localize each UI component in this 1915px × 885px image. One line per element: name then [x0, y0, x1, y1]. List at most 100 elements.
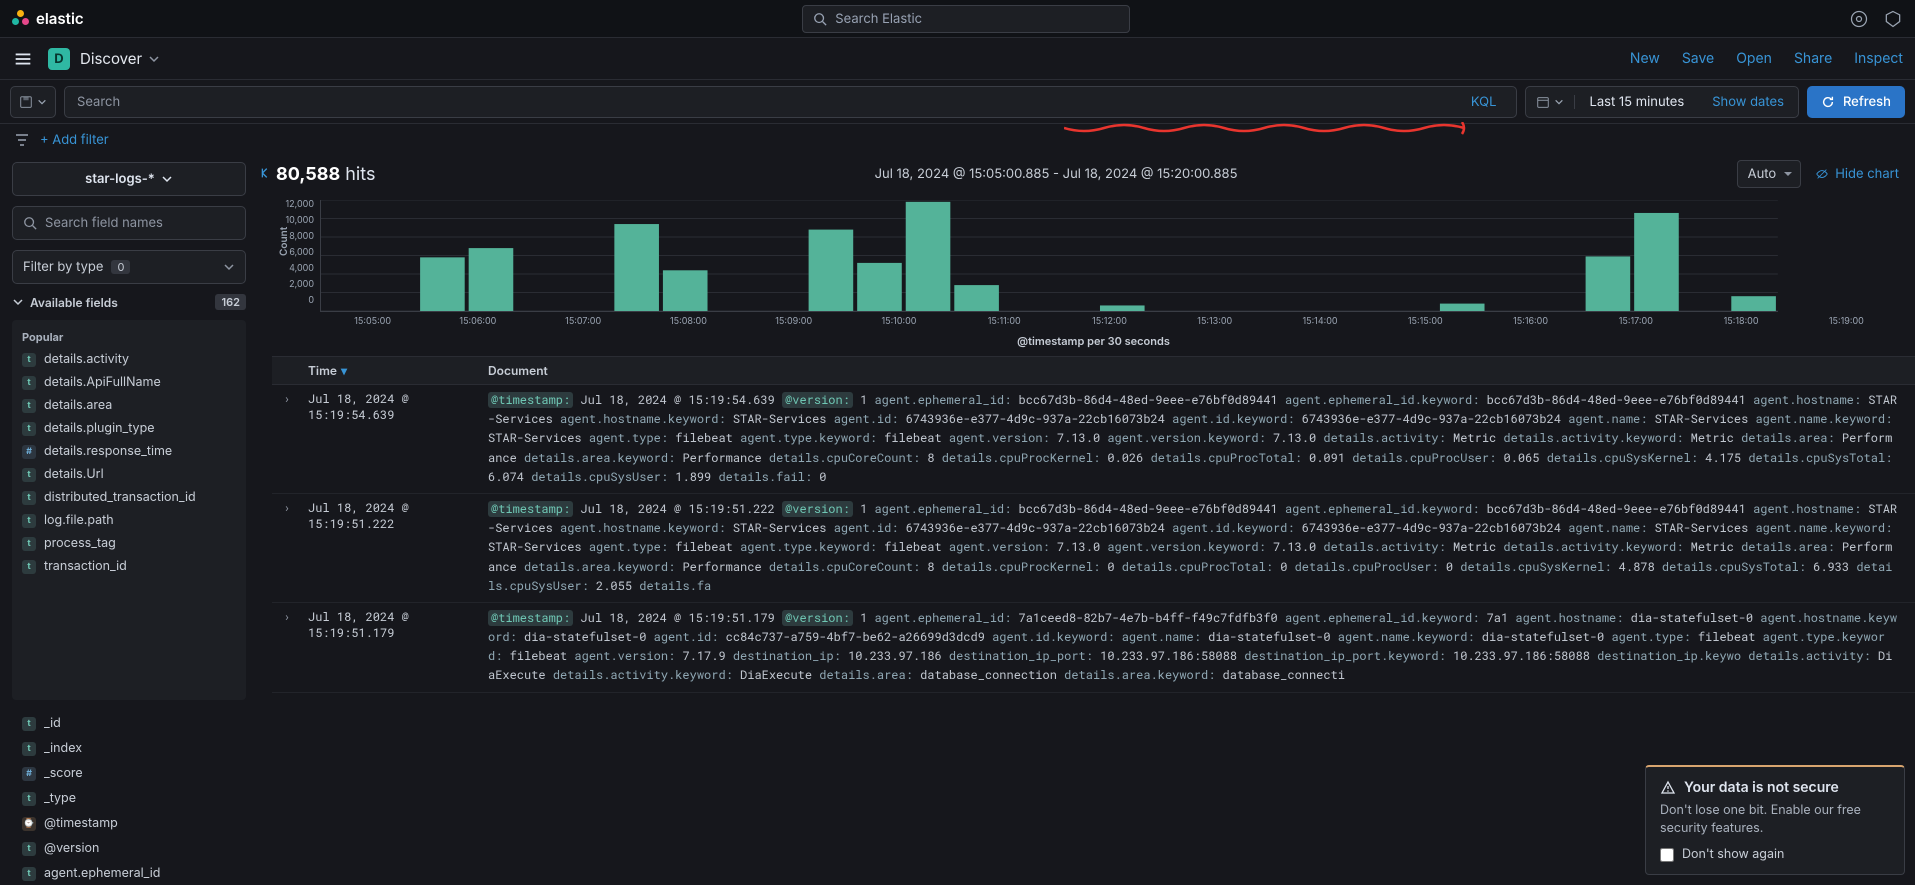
hit-count-number: 80,588 [276, 164, 340, 185]
add-filter-link[interactable]: + Add filter [40, 132, 109, 148]
field-item[interactable]: #details.response_time [12, 440, 246, 463]
refresh-icon [1821, 95, 1835, 109]
space-letter: D [54, 51, 63, 67]
interval-select[interactable]: Auto [1737, 160, 1802, 188]
collapse-sidebar-icon[interactable] [258, 166, 272, 180]
th-time[interactable]: Time ▾ [302, 363, 482, 378]
toast-checkbox-label: Don't show again [1682, 847, 1784, 862]
dont-show-checkbox[interactable] [1660, 848, 1674, 862]
hide-chart-link[interactable]: Hide chart [1815, 166, 1899, 182]
nav-menu-icon[interactable] [12, 48, 34, 70]
field-type-icon: t [22, 867, 36, 881]
row-document: @timestamp: Jul 18, 2024 @ 15:19:51.222 … [482, 500, 1915, 596]
field-item[interactable]: tdetails.ApiFullName [12, 371, 246, 394]
table-row: ›Jul 18, 2024 @ 15:19:51.222@timestamp: … [272, 494, 1915, 603]
chevron-down-icon [148, 53, 160, 65]
calendar-icon [1536, 95, 1550, 109]
chart-plot [320, 200, 1778, 312]
field-type-icon: t [22, 399, 36, 413]
query-language[interactable]: KQL [1471, 94, 1505, 110]
table-header: Time ▾ Document [272, 357, 1915, 385]
toast-body: Don't lose one bit. Enable our free secu… [1660, 802, 1890, 837]
available-fields-header[interactable]: Available fields 162 [12, 294, 246, 310]
expand-row-icon[interactable]: › [272, 500, 302, 596]
th-document[interactable]: Document [482, 363, 1915, 378]
nav-link-open[interactable]: Open [1736, 50, 1772, 67]
newsfeed-icon[interactable] [1849, 9, 1869, 29]
field-name: process_tag [44, 536, 116, 551]
time-range-label: Last 15 minutes [1575, 94, 1698, 110]
field-item[interactable]: t process_tag [12, 532, 246, 555]
nav-link-inspect[interactable]: Inspect [1854, 50, 1903, 67]
toast-title: Your data is not secure [1684, 779, 1839, 796]
nav-link-save[interactable]: Save [1682, 50, 1714, 67]
time-range-text: Jul 18, 2024 @ 15:05:00.885 - Jul 18, 20… [389, 166, 1722, 182]
chevron-down-icon [161, 173, 173, 185]
space-selector[interactable]: D [48, 48, 70, 70]
field-item[interactable]: t _type [12, 787, 246, 810]
chevron-down-icon [12, 296, 24, 308]
results-header: 80,588 hits Jul 18, 2024 @ 15:05:00.885 … [272, 156, 1915, 196]
eye-off-icon [1815, 167, 1829, 181]
show-dates-link[interactable]: Show dates [1698, 94, 1798, 110]
row-time: Jul 18, 2024 @ 15:19:51.179 [302, 609, 482, 686]
histogram-chart[interactable]: Count 12,00010,0008,0006,0004,0002,0000 … [272, 196, 1915, 356]
field-item[interactable]: tdetails.activity [12, 348, 246, 371]
refresh-button[interactable]: Refresh [1807, 86, 1905, 118]
filter-by-type[interactable]: Filter by type 0 [12, 250, 246, 284]
field-name: @timestamp [44, 816, 118, 831]
field-search-placeholder: Search field names [45, 215, 163, 231]
filter-count-badge: 0 [111, 260, 130, 274]
expand-row-icon[interactable]: › [272, 609, 302, 686]
global-header: elastic Search Elastic [0, 0, 1915, 38]
index-pattern-name: star-logs-* [85, 171, 155, 187]
field-item[interactable]: ttransaction_id [12, 555, 246, 578]
field-search-input[interactable]: Search field names [12, 206, 246, 240]
hide-chart-label: Hide chart [1835, 166, 1899, 182]
time-picker[interactable]: Last 15 minutes Show dates [1525, 86, 1798, 118]
field-type-icon: t [22, 792, 36, 806]
index-pattern-picker[interactable]: star-logs-* [12, 162, 246, 196]
expand-row-icon[interactable]: › [272, 391, 302, 487]
field-name: distributed_transaction_id [44, 490, 196, 505]
table-row: ›Jul 18, 2024 @ 15:19:54.639@timestamp: … [272, 385, 1915, 494]
field-item[interactable]: tdetails.plugin_type [12, 417, 246, 440]
brand-text: elastic [36, 9, 84, 28]
field-item[interactable]: tdistributed_transaction_id [12, 486, 246, 509]
field-name: @version [44, 841, 99, 856]
global-search[interactable]: Search Elastic [802, 5, 1130, 33]
field-name: details.ApiFullName [44, 375, 161, 390]
app-switcher[interactable]: Discover [80, 49, 160, 68]
popular-fields-list: Popular tdetails.activitytdetails.ApiFul… [12, 320, 246, 700]
chart-x-ticks: 15:05:0015:06:0015:07:0015:08:0015:09:00… [320, 316, 1899, 327]
field-item[interactable]: t_index [12, 737, 246, 760]
elastic-logo[interactable]: elastic [12, 9, 84, 28]
field-name: agent.ephemeral_id [44, 866, 160, 881]
filter-by-type-label: Filter by type [23, 259, 103, 275]
field-item[interactable]: ⌚ @timestamp [12, 812, 246, 835]
query-input[interactable]: Search KQL [64, 86, 1517, 118]
field-item[interactable]: t@version [12, 837, 246, 860]
row-document: @timestamp: Jul 18, 2024 @ 15:19:54.639 … [482, 391, 1915, 487]
toast-checkbox[interactable]: Don't show again [1660, 847, 1890, 862]
field-type-icon: ⌚ [22, 817, 36, 831]
field-name: details.activity [44, 352, 129, 367]
saved-query-button[interactable] [10, 86, 56, 118]
help-icon[interactable] [1883, 9, 1903, 29]
field-item[interactable]: tlog.file.path [12, 509, 246, 532]
field-name: transaction_id [44, 559, 127, 574]
nav-link-share[interactable]: Share [1794, 50, 1832, 67]
field-item[interactable]: tdetails.Url [12, 463, 246, 486]
field-name: log.file.path [44, 513, 114, 528]
field-name: _type [44, 791, 76, 806]
field-name: details.Url [44, 467, 104, 482]
search-icon [23, 216, 37, 230]
filter-options-icon[interactable] [14, 132, 30, 148]
field-item[interactable]: t agent.ephemeral_id [12, 862, 246, 885]
field-item[interactable]: #_score [12, 762, 246, 785]
field-item[interactable]: t_id [12, 712, 246, 735]
nav-link-new[interactable]: New [1630, 50, 1660, 67]
field-item[interactable]: tdetails.area [12, 394, 246, 417]
field-type-icon: t [22, 537, 36, 551]
interval-value: Auto [1748, 166, 1777, 182]
